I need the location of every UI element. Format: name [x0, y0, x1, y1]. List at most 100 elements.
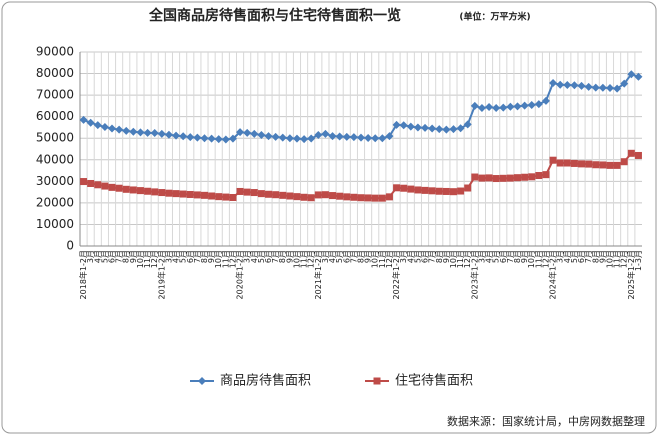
- point: [556, 80, 565, 89]
- point: [200, 134, 209, 143]
- point: [108, 183, 116, 191]
- point: [577, 81, 586, 90]
- point: [307, 134, 316, 143]
- x-tick-label: 11月: [456, 250, 465, 268]
- point: [158, 189, 166, 197]
- point: [87, 179, 95, 187]
- x-tick-label: 9月: [285, 250, 294, 263]
- x-tick-label: 2019年1-2月: [156, 250, 166, 299]
- point: [400, 184, 408, 192]
- x-tick-label: 3月: [321, 250, 330, 263]
- x-tick-label: 3月: [86, 250, 95, 263]
- x-tick-label: 6月: [264, 250, 273, 263]
- point: [463, 120, 472, 129]
- x-tick-label: 8月: [278, 250, 287, 263]
- point: [292, 134, 301, 143]
- point: [286, 192, 294, 200]
- point: [357, 194, 365, 202]
- x-tick-label: 5月: [413, 250, 422, 263]
- point: [193, 191, 201, 199]
- x-tick-label: 12月: [150, 250, 159, 268]
- x-tick-label: 4月: [563, 250, 572, 263]
- x-tick-label: 5月: [570, 250, 579, 263]
- point: [221, 135, 230, 144]
- point: [101, 182, 109, 190]
- x-tick-label: 9月: [598, 250, 607, 263]
- point: [428, 124, 437, 133]
- x-tick-label: 11月: [534, 250, 543, 268]
- point: [350, 193, 358, 201]
- point: [86, 118, 95, 127]
- point: [591, 83, 600, 92]
- x-tick-label: 11月: [143, 250, 152, 268]
- point: [150, 129, 159, 138]
- point: [151, 188, 159, 196]
- point: [585, 160, 593, 168]
- x-tick-label: 3月: [399, 250, 408, 263]
- x-tick-label: 12月: [385, 250, 394, 268]
- point: [186, 133, 195, 142]
- point: [321, 129, 330, 138]
- point: [506, 102, 515, 111]
- x-tick-label: 2023年1-2月: [469, 250, 479, 299]
- point: [108, 124, 117, 133]
- point: [93, 121, 102, 130]
- point: [406, 122, 415, 131]
- point: [200, 191, 208, 199]
- point: [606, 161, 614, 169]
- x-tick-label: 11月: [613, 250, 622, 268]
- x-tick-label: 10月: [292, 250, 301, 268]
- y-tick-label: 80000: [36, 66, 74, 80]
- point: [172, 131, 181, 140]
- point: [236, 128, 245, 137]
- x-tick-label: 5月: [257, 250, 266, 263]
- point: [528, 173, 536, 181]
- point: [556, 159, 564, 167]
- x-tick-label: 10月: [136, 250, 145, 268]
- point: [393, 184, 401, 192]
- point: [456, 124, 465, 133]
- x-tick-label: 4月: [406, 250, 415, 263]
- point: [172, 190, 180, 198]
- point: [385, 193, 393, 201]
- point: [214, 135, 223, 144]
- point: [620, 79, 629, 88]
- point: [314, 130, 323, 139]
- point: [79, 115, 88, 124]
- point: [570, 81, 579, 90]
- point: [208, 192, 216, 200]
- x-tick-label: 12月: [228, 250, 237, 268]
- point: [143, 128, 152, 137]
- point: [563, 159, 571, 167]
- x-tick-label: 6月: [577, 250, 586, 263]
- point: [449, 188, 457, 196]
- point: [229, 194, 237, 201]
- point: [243, 188, 251, 196]
- x-tick-label: 3月: [243, 250, 252, 263]
- point: [94, 181, 102, 189]
- x-tick-label: 5月: [492, 250, 501, 263]
- point: [272, 191, 280, 199]
- y-tick-label: 20000: [36, 195, 74, 209]
- point: [122, 185, 130, 193]
- x-tick-label: 8月: [122, 250, 131, 263]
- point: [328, 132, 337, 141]
- point: [592, 161, 600, 169]
- point: [236, 187, 244, 195]
- legend-label: 住宅待售面积: [395, 373, 473, 389]
- point: [144, 187, 152, 195]
- point: [407, 185, 415, 193]
- point: [336, 192, 344, 200]
- x-tick-label: 11月: [378, 250, 387, 268]
- point: [492, 175, 500, 183]
- chart-subtitle: (单位：万平方米): [459, 11, 530, 23]
- x-tick-label: 2024年1-2月: [548, 250, 558, 299]
- point: [371, 134, 380, 143]
- point: [165, 189, 173, 197]
- x-tick-label: 9月: [520, 250, 529, 263]
- point: [279, 191, 287, 199]
- point: [634, 72, 643, 81]
- point: [435, 125, 444, 134]
- point: [634, 151, 642, 159]
